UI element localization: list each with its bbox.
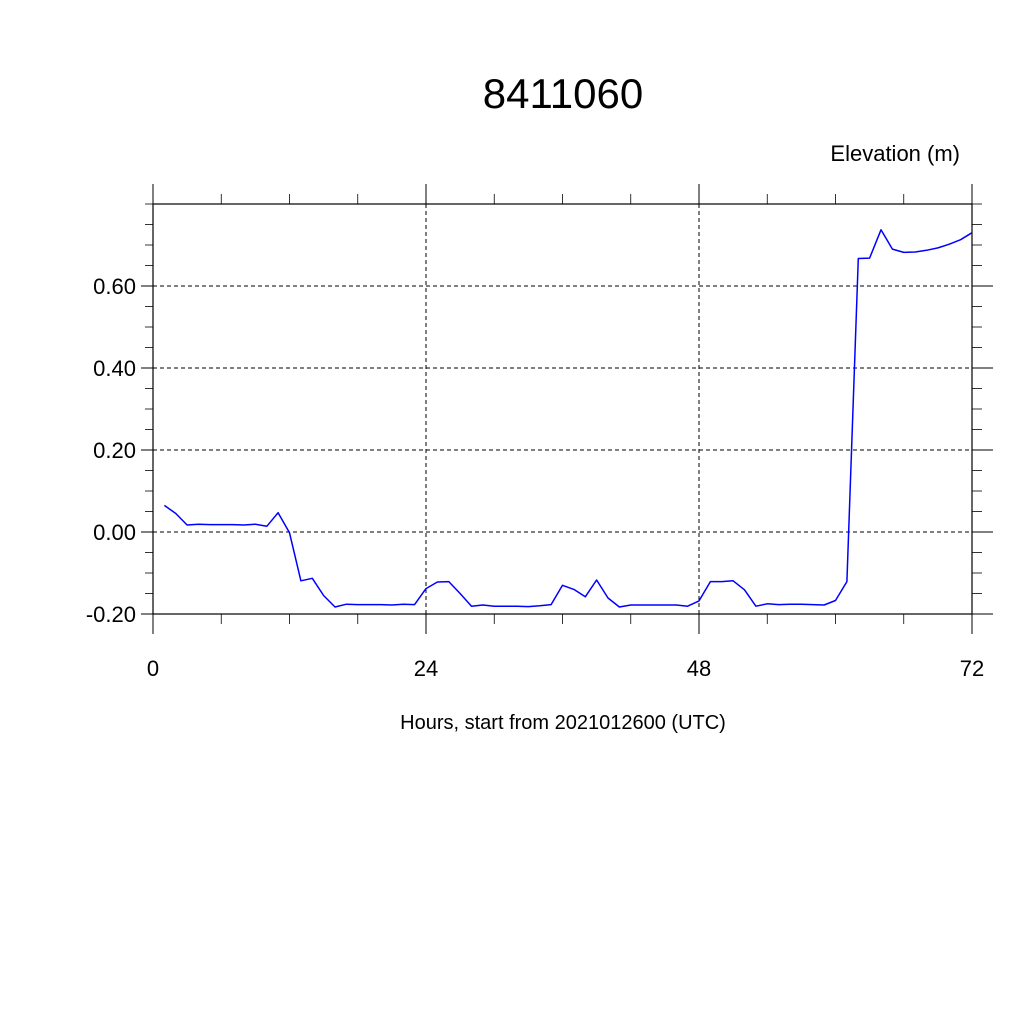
x-tick-label: 24 [414,656,438,681]
plot-frame [152,203,973,615]
x-tick-label: 72 [960,656,984,681]
y-tick-label: -0.20 [86,602,136,627]
x-tick-label: 48 [687,656,711,681]
y-axis-title: Elevation (m) [830,141,960,166]
grid-lines [153,204,972,614]
series-layer [163,229,973,608]
tick-labels: -0.20 0.00 0.20 0.40 0.60 0 24 48 72 [86,274,984,681]
y-tick-label: 0.20 [93,438,136,463]
x-tick-label: 0 [147,656,159,681]
y-tick-label: 0.40 [93,356,136,381]
y-tick-label: 0.60 [93,274,136,299]
y-tick-label: 0.00 [93,520,136,545]
chart-title: 8411060 [483,70,643,117]
elevation-series-line [163,229,973,608]
axis-ticks [141,184,993,634]
x-axis-title: Hours, start from 2021012600 (UTC) [400,712,726,734]
